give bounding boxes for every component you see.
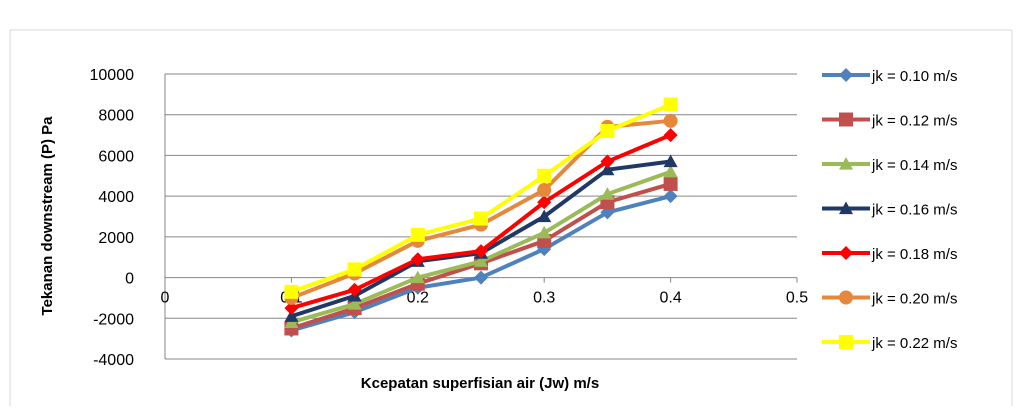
data-point (474, 211, 488, 226)
series-6 (284, 97, 678, 299)
data-point (663, 97, 678, 112)
legend-label: jk = 0.22 m/s (871, 335, 957, 352)
legend-swatch-marker (839, 201, 853, 215)
data-point (600, 187, 615, 200)
legend-label: jk = 0.14 m/s (871, 157, 957, 174)
data-point (284, 301, 299, 316)
data-point (600, 124, 615, 138)
data-point (347, 297, 362, 310)
y-tick-label: 4000 (98, 189, 134, 206)
data-point (410, 252, 425, 267)
legend-label: jk = 0.12 m/s (871, 113, 957, 130)
data-point (663, 154, 678, 168)
data-point (410, 270, 425, 284)
data-point (537, 195, 552, 210)
data-point (474, 244, 488, 259)
y-tick-label: -2000 (93, 311, 134, 328)
legend-item: jk = 0.20 m/s (822, 290, 957, 308)
y-tick-label: 2000 (98, 230, 134, 247)
y-tick-label: 0 (125, 271, 134, 288)
legend-item: jk = 0.12 m/s (822, 112, 957, 130)
data-point (663, 128, 678, 143)
data-point (284, 284, 299, 299)
data-point (474, 270, 488, 285)
y-tick-label: -4000 (93, 352, 134, 369)
legend-item: jk = 0.16 m/s (822, 201, 957, 219)
data-point (663, 113, 678, 128)
x-tick-label: 0.5 (786, 290, 808, 307)
x-tick-label: 0.2 (407, 290, 429, 307)
x-tick-label: 0.3 (533, 290, 555, 307)
legend-item: jk = 0.18 m/s (822, 246, 957, 263)
data-point (284, 309, 299, 322)
x-axis-title: Kcepatan superfisian air (Jw) m/s (361, 375, 599, 392)
legend-swatch-marker (839, 290, 853, 305)
data-point (537, 209, 552, 223)
x-tick-label: 0 (161, 290, 170, 307)
legend-label: jk = 0.10 m/s (871, 68, 957, 85)
axes: 1000080006000400020000-2000-400000.10.20… (90, 67, 809, 369)
y-tick-label: 8000 (98, 108, 134, 125)
series-4 (284, 128, 678, 316)
legend-swatch-marker (839, 246, 853, 260)
y-tick-label: 10000 (90, 67, 135, 84)
gridlines (165, 73, 797, 360)
data-point (410, 227, 425, 242)
legend-label: jk = 0.18 m/s (871, 246, 957, 263)
y-axis-title: Tekanan downstream (P) Pa (39, 116, 56, 316)
legend-label: jk = 0.16 m/s (871, 202, 957, 219)
data-point (537, 225, 552, 239)
legend-swatch-marker (839, 157, 853, 170)
legend-item: jk = 0.22 m/s (822, 335, 957, 352)
data-point (474, 254, 488, 267)
legend: jk = 0.10 m/s jk = 0.12 m/s jk = 0.14 m/s j… (822, 68, 957, 352)
legend-swatch-marker (839, 335, 853, 349)
data-point (537, 168, 552, 183)
data-point (663, 189, 678, 204)
data-point (663, 176, 678, 191)
data-point (600, 162, 615, 176)
legend-item: jk = 0.14 m/s (822, 157, 957, 174)
series-group (284, 97, 678, 338)
x-tick-label: 0.4 (659, 290, 681, 307)
y-tick-label: 6000 (98, 148, 134, 165)
legend-item: jk = 0.10 m/s (822, 68, 957, 85)
data-point (600, 154, 615, 169)
data-point (537, 183, 552, 198)
legend-label: jk = 0.20 m/s (871, 291, 957, 308)
data-point (347, 282, 362, 297)
legend-swatch-marker (839, 112, 853, 127)
series-2 (284, 164, 678, 328)
data-point (663, 164, 678, 178)
data-point (347, 262, 362, 277)
legend-swatch-marker (839, 68, 853, 82)
